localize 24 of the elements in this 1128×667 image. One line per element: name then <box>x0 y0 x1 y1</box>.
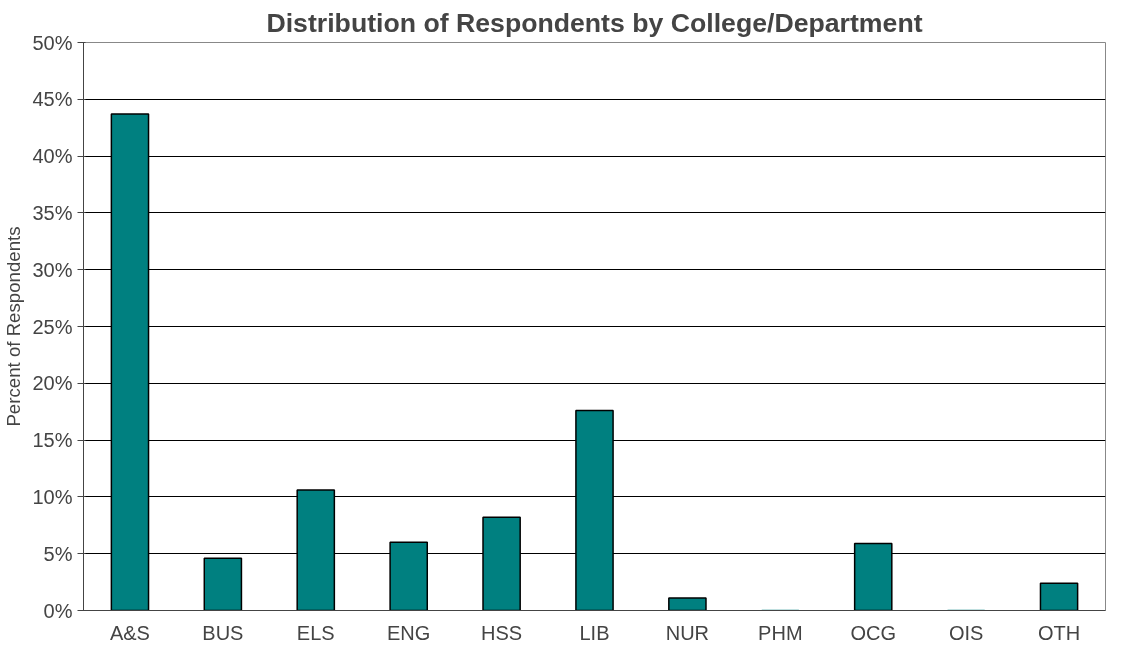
x-tick-label: LIB <box>579 621 610 644</box>
x-tick-label: OCG <box>850 621 897 644</box>
x-tick-label: ELS <box>296 621 335 644</box>
x-tick-label: PHM <box>758 621 803 644</box>
y-axis-title: Percent of Respondents <box>3 226 25 427</box>
y-tick-label: 40% <box>32 145 73 168</box>
y-tick-label: 50% <box>32 31 73 54</box>
y-tick-label: 25% <box>32 315 73 338</box>
x-tick-label: OIS <box>948 621 984 644</box>
y-tick-label: 5% <box>43 542 73 565</box>
y-tick-label: 15% <box>32 429 73 452</box>
x-tick-label: HSS <box>481 621 523 644</box>
x-tick-label: A&S <box>109 621 150 644</box>
x-tick-label: ENG <box>387 621 431 644</box>
y-tick-label: 35% <box>32 201 73 224</box>
y-tick-label: 10% <box>32 485 73 508</box>
y-tick-label: 20% <box>32 372 73 395</box>
chart-title: Distribution of Respondents by College/Department <box>266 7 923 38</box>
x-tick-label: BUS <box>202 621 244 644</box>
x-tick-label: NUR <box>665 621 710 644</box>
y-tick-label: 30% <box>32 258 73 281</box>
x-tick-label: OTH <box>1037 621 1081 644</box>
y-tick-label: 0% <box>43 599 73 622</box>
y-tick-label: 45% <box>32 88 73 111</box>
